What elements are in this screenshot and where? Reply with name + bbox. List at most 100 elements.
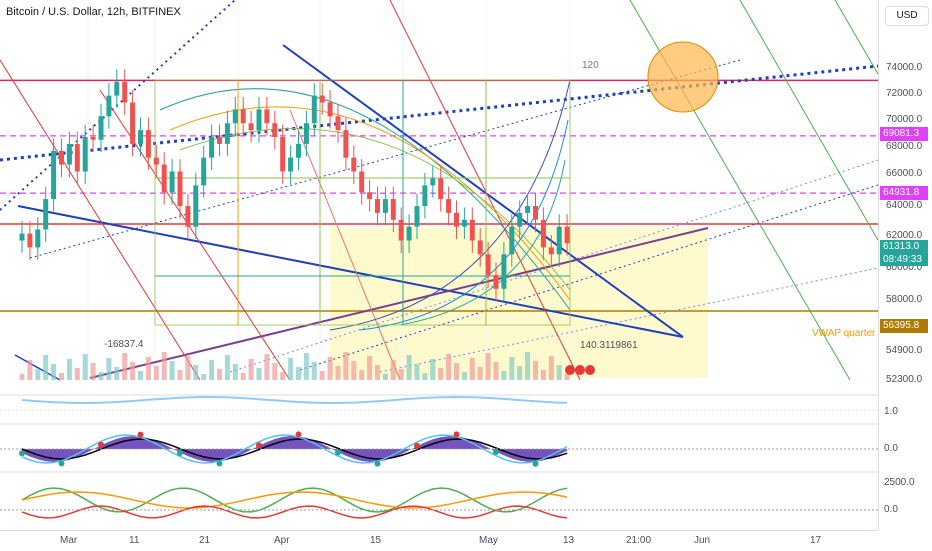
purple-trend bbox=[89, 227, 709, 379]
candle bbox=[422, 185, 428, 206]
candle bbox=[66, 143, 72, 165]
time-tick: 15 bbox=[370, 535, 382, 546]
horizontal-levels bbox=[0, 79, 878, 312]
price-tag: 56395.8 bbox=[880, 319, 928, 333]
candle bbox=[27, 233, 33, 248]
volume-bar bbox=[232, 364, 238, 380]
volume-bar bbox=[59, 373, 64, 380]
volume-bar bbox=[248, 359, 254, 380]
indicator-line bbox=[21, 438, 568, 460]
indicator-dot bbox=[58, 460, 65, 467]
volume-bar bbox=[493, 362, 499, 380]
trend-dotted-line bbox=[299, 184, 878, 371]
indicator-dot bbox=[335, 449, 341, 456]
candle bbox=[525, 206, 531, 213]
volume-bar bbox=[525, 352, 531, 380]
candle bbox=[343, 130, 349, 158]
volume-bar bbox=[390, 360, 396, 380]
event-icon[interactable] bbox=[585, 365, 595, 375]
green-diag bbox=[834, 0, 878, 75]
volume-bar bbox=[35, 369, 41, 380]
indicator-dot bbox=[414, 442, 420, 449]
vwap-label: VWAP quarter bbox=[812, 328, 876, 339]
candle bbox=[398, 219, 404, 241]
candle bbox=[351, 157, 357, 172]
volume-bar bbox=[343, 352, 349, 380]
indicator-dot bbox=[137, 431, 144, 438]
volume-bar bbox=[177, 370, 183, 380]
candle bbox=[335, 116, 341, 131]
volume-bar bbox=[311, 362, 317, 380]
indicator-dot bbox=[295, 431, 302, 438]
time-tick: 13 bbox=[563, 535, 575, 546]
price-chart[interactable]: 120 VWAP quarter -16837.4 140.3119861 bbox=[0, 0, 878, 530]
fib-box bbox=[154, 79, 571, 326]
volume-bar bbox=[153, 366, 159, 380]
volume-bar bbox=[375, 365, 380, 380]
volume-bar bbox=[114, 367, 120, 380]
time-tick: Apr bbox=[274, 535, 290, 546]
event-icon[interactable] bbox=[565, 365, 575, 375]
volume-bar bbox=[540, 370, 546, 380]
volume-bar bbox=[564, 374, 570, 380]
highlight-zone bbox=[330, 228, 708, 378]
candle bbox=[114, 81, 120, 96]
volume-bar bbox=[201, 374, 207, 380]
volume-bar bbox=[122, 353, 128, 380]
price-tick: 64000.0 bbox=[886, 200, 923, 211]
indicator-dot bbox=[216, 460, 223, 467]
volume-bars bbox=[19, 352, 570, 380]
highlight-circle bbox=[647, 41, 719, 113]
candle bbox=[153, 157, 159, 165]
volume-bar bbox=[27, 360, 33, 380]
candle bbox=[232, 109, 238, 124]
volume-bar bbox=[319, 371, 325, 380]
price-tick: 58000.0 bbox=[886, 294, 923, 305]
candle bbox=[501, 254, 507, 289]
volume-bar bbox=[454, 363, 459, 380]
volume-bar bbox=[217, 369, 222, 380]
volume-bar bbox=[406, 355, 412, 380]
indicator-dot bbox=[532, 460, 539, 467]
volume-bar bbox=[533, 361, 538, 380]
candle bbox=[430, 178, 436, 186]
indicator-dot bbox=[256, 442, 262, 449]
volume-bar bbox=[438, 368, 444, 380]
volume-bar bbox=[209, 360, 215, 380]
candle bbox=[548, 247, 554, 255]
volume-bar bbox=[477, 367, 483, 380]
price-tag: 61313.0 08:49:33 bbox=[880, 240, 928, 266]
red-diag bbox=[0, 59, 201, 381]
volume-bar bbox=[430, 359, 436, 380]
volume-bar bbox=[82, 354, 88, 380]
currency-button[interactable]: USD bbox=[885, 6, 929, 26]
indicator-tick: 1.0 bbox=[884, 406, 898, 417]
volume-bar bbox=[280, 372, 286, 380]
indicator-line bbox=[21, 395, 568, 404]
red-diag bbox=[389, 0, 581, 381]
candle bbox=[201, 157, 207, 186]
candle bbox=[406, 226, 412, 241]
candle bbox=[280, 137, 286, 172]
candle bbox=[35, 229, 41, 248]
candle bbox=[51, 150, 57, 200]
candle bbox=[98, 116, 104, 140]
volume-bar bbox=[398, 369, 404, 380]
volume-bar bbox=[51, 364, 57, 380]
time-tick: May bbox=[479, 535, 498, 546]
candle bbox=[367, 192, 373, 200]
value-label: 140.3119861 bbox=[580, 340, 638, 351]
volume-bar bbox=[74, 368, 80, 380]
indicator-line bbox=[21, 491, 568, 509]
volume-bar bbox=[422, 373, 428, 380]
indicator-dots bbox=[19, 431, 539, 467]
price-tick: 54900.0 bbox=[886, 345, 923, 356]
event-icon[interactable] bbox=[575, 365, 585, 375]
trend-line bbox=[282, 44, 684, 338]
candle bbox=[193, 185, 199, 227]
time-tick: Mar bbox=[60, 535, 78, 546]
time-axis[interactable] bbox=[0, 530, 878, 551]
candle bbox=[382, 199, 388, 213]
volume-bar bbox=[501, 371, 507, 380]
volume-bar bbox=[335, 366, 341, 380]
